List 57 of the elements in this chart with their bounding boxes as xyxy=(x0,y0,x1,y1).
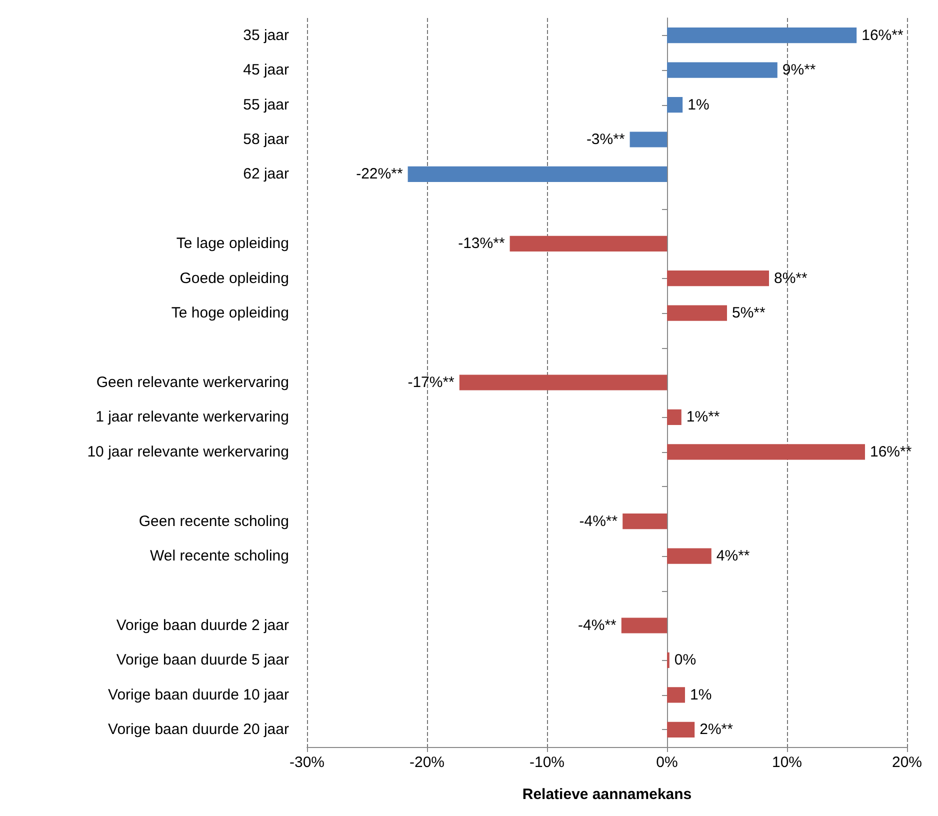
y-tick-label: Te lage opleiding xyxy=(176,235,289,252)
data-label: 2%** xyxy=(700,721,734,738)
x-tick-label: -20% xyxy=(409,754,445,771)
y-tick-label: Geen relevante werkervaring xyxy=(96,374,289,391)
bar xyxy=(667,62,778,78)
data-label: 4%** xyxy=(716,548,750,565)
y-tick-label: Geen recente scholing xyxy=(138,512,289,530)
data-label: -3%** xyxy=(586,131,625,148)
y-tick-label: 1 jaar relevante werkervaring xyxy=(96,408,289,426)
data-label: -4%** xyxy=(579,512,618,530)
bar xyxy=(667,305,727,321)
x-tick-label: -30% xyxy=(289,754,325,771)
y-tick-label: 45 jaar xyxy=(243,62,289,79)
data-label: 5%** xyxy=(732,304,766,322)
x-axis-title: Relatieve aannamekans xyxy=(522,786,692,803)
bar xyxy=(667,548,712,564)
bar xyxy=(459,374,667,390)
bar xyxy=(667,722,695,738)
y-tick-label: 10 jaar relevante werkervaring xyxy=(87,443,289,460)
x-tick-label: 10% xyxy=(772,754,802,771)
y-tick-label: Vorige baan duurde 20 jaar xyxy=(108,721,289,738)
bar xyxy=(630,132,667,148)
bar xyxy=(667,28,857,44)
bar xyxy=(667,444,865,460)
data-label: -17%** xyxy=(408,374,455,391)
data-label: 16%** xyxy=(862,26,904,44)
x-tick-label: 0% xyxy=(656,754,678,771)
y-tick-label: Vorige baan duurde 2 jaar xyxy=(116,617,289,634)
bar xyxy=(510,236,667,252)
bar xyxy=(667,687,685,703)
data-label: -22%** xyxy=(356,166,403,183)
data-label: 1% xyxy=(688,96,710,114)
data-label: 1%** xyxy=(686,408,720,426)
y-tick-label: Te hoge opleiding xyxy=(171,304,289,322)
data-label: -13%** xyxy=(458,235,505,252)
bar xyxy=(622,514,667,530)
bar xyxy=(667,96,683,113)
x-tick-label: -10% xyxy=(529,754,565,771)
bar xyxy=(621,618,667,634)
bar xyxy=(408,166,667,182)
data-label: 1% xyxy=(690,686,712,704)
y-tick-label: 58 jaar xyxy=(243,131,289,148)
y-tick-label: Vorige baan duurde 5 jaar xyxy=(116,652,289,669)
y-tick-label: 62 jaar xyxy=(243,166,289,183)
data-label: 16%** xyxy=(870,443,912,460)
x-tick-label: 20% xyxy=(892,754,922,771)
data-label: 0% xyxy=(674,652,696,669)
bar xyxy=(667,409,682,426)
data-label: 9%** xyxy=(782,62,816,79)
y-tick-label: 55 jaar xyxy=(243,96,289,114)
y-tick-label: Vorige baan duurde 10 jaar xyxy=(108,686,289,704)
bar xyxy=(667,270,769,286)
data-label: -4%** xyxy=(578,617,617,634)
data-label: 8%** xyxy=(774,270,808,287)
y-tick-label: Goede opleiding xyxy=(180,270,289,287)
y-tick-label: Wel recente scholing xyxy=(150,548,289,565)
y-tick-label: 35 jaar xyxy=(243,26,289,44)
